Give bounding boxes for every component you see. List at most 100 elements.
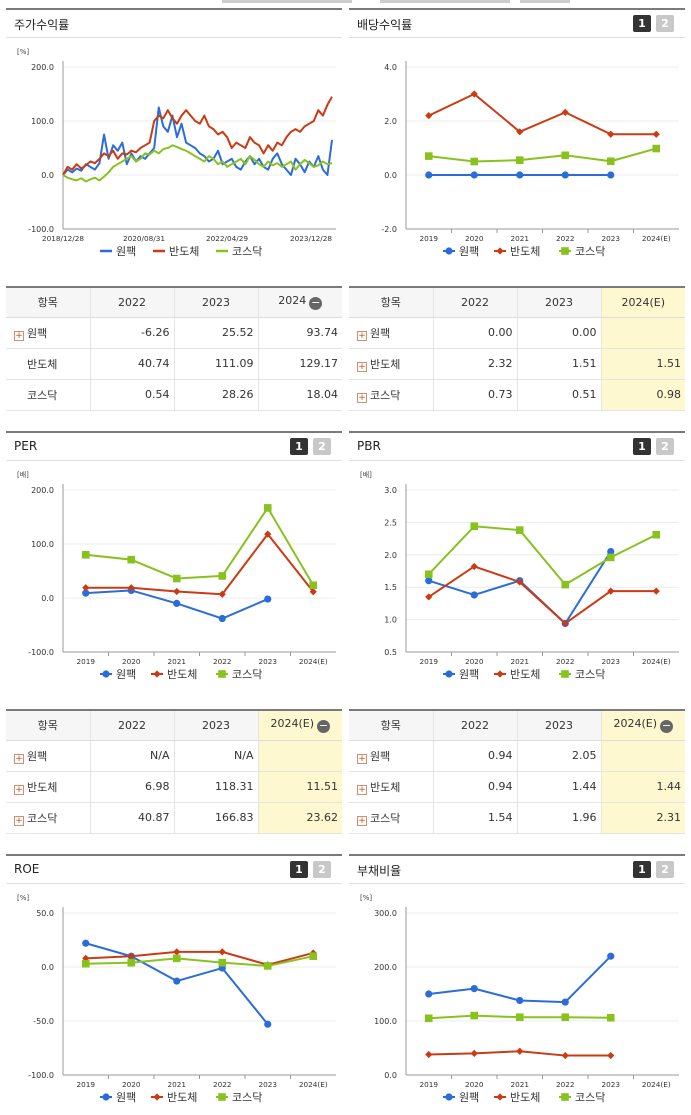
header-label: 2023 — [545, 295, 573, 309]
table-row: 코스닥 0.54 28.26 18.04 — [6, 379, 342, 411]
view-2-button[interactable]: 2 — [656, 15, 674, 32]
y-tick-label: -100.0 — [28, 225, 54, 234]
cell-value: 코스닥 — [370, 811, 401, 825]
p1-panel: 배당수익률 1 2 4.0 2.0 0.0 -2.0 2019 2020 2021 2022 2023… — [349, 8, 685, 266]
data-point — [561, 580, 570, 589]
expand-icon[interactable]: + — [357, 753, 367, 764]
header-label: 항목 — [37, 296, 58, 310]
y-tick-label: 100.0 — [374, 1017, 397, 1026]
y-tick-label: 0.0 — [384, 171, 397, 180]
view-1-button[interactable]: 1 — [633, 861, 651, 878]
table-cell: 1.44 — [516, 771, 601, 803]
data-point — [652, 130, 660, 138]
header-label: 2023 — [545, 718, 573, 732]
x-tick-label: 2019 — [419, 657, 438, 666]
data-point — [561, 1013, 570, 1022]
cell-value: 0.51 — [572, 388, 597, 401]
data-point — [607, 952, 615, 960]
table-row: 반도체 40.74 111.09 129.17 — [6, 348, 342, 380]
x-tick-label: 2020 — [465, 657, 484, 666]
table-cell: 118.31 — [173, 771, 258, 803]
x-tick-label: 2021 — [167, 657, 186, 666]
expand-icon[interactable]: + — [14, 815, 24, 826]
table-cell: 0.00 — [432, 317, 517, 349]
expand-icon[interactable]: + — [357, 392, 367, 403]
view-2-button[interactable]: 2 — [656, 438, 674, 455]
view-1-button[interactable]: 1 — [633, 438, 651, 455]
chart-svg: [%]300.0 200.0 100.0 0.0 2019 2020 2021 2022 202… — [360, 894, 679, 1104]
cell-value: 23.62 — [306, 811, 339, 824]
row-label: + 반도체 — [349, 771, 433, 803]
table-cell: 0.73 — [432, 379, 517, 411]
collapse-icon[interactable]: − — [309, 296, 323, 311]
cell-value: 반도체 — [370, 780, 401, 794]
x-tick-label: 2022 — [556, 234, 575, 243]
expand-icon[interactable]: + — [357, 330, 367, 341]
cell-value: -6.26 — [141, 326, 170, 339]
collapse-icon[interactable]: − — [317, 719, 331, 734]
column-header: 2024(E) − — [600, 711, 685, 741]
cell-value: 코스닥 — [27, 811, 58, 825]
data-point — [516, 171, 524, 179]
cell-value: 0.98 — [656, 388, 682, 401]
expand-icon[interactable]: + — [357, 815, 367, 826]
table-cell: 0.51 — [516, 379, 601, 411]
cell-value: 129.17 — [299, 357, 339, 370]
column-header: 항목 — [6, 711, 90, 741]
legend-marker — [496, 1093, 504, 1101]
view-2-button[interactable]: 2 — [656, 861, 674, 878]
legend-label: 코스닥 — [232, 1091, 262, 1104]
cell-value: 0.00 — [572, 326, 597, 339]
table-cell: 40.87 — [89, 802, 174, 834]
table-cell: 1.96 — [516, 802, 601, 834]
legend-label: 코스닥 — [232, 245, 262, 258]
cell-value: 0.54 — [145, 388, 170, 401]
header-label: 항목 — [37, 719, 58, 733]
table-cell — [600, 740, 685, 772]
cell-value: 0.94 — [488, 780, 513, 793]
data-point — [424, 570, 433, 579]
y-tick-label: 0.5 — [384, 648, 397, 657]
data-point — [470, 157, 479, 166]
expand-icon[interactable]: + — [14, 330, 24, 341]
data-point — [172, 954, 181, 963]
legend-marker — [561, 247, 569, 255]
view-1-button[interactable]: 1 — [633, 15, 651, 32]
data-point — [470, 171, 478, 179]
x-tick-label: 2021 — [167, 1080, 186, 1089]
series-line-1 — [85, 950, 314, 966]
x-tick-label: 2020 — [465, 1080, 484, 1089]
table-row: + 반도체 6.98 118.31 11.51 — [6, 771, 342, 803]
table-cell — [600, 317, 685, 349]
data-point — [173, 977, 181, 985]
collapse-icon[interactable]: − — [660, 719, 674, 734]
column-header: 2023 — [516, 711, 601, 741]
view-1-button[interactable]: 1 — [290, 438, 308, 455]
data-point — [607, 1051, 615, 1060]
x-tick-label: 2020 — [122, 1080, 141, 1089]
cell-value: 0.73 — [488, 388, 513, 401]
view-1-button[interactable]: 1 — [290, 861, 308, 878]
table-cell: 111.09 — [173, 348, 258, 380]
legend-marker — [445, 247, 453, 255]
table-cell: 1.44 — [600, 771, 685, 803]
legend-label: 원팩 — [459, 245, 479, 258]
view-2-button[interactable]: 2 — [313, 861, 331, 878]
header-label: 2024(E) — [621, 295, 666, 309]
expand-icon[interactable]: + — [357, 361, 367, 372]
p3-panel: PBR 1 2 [배] 3.0 2.5 2.0 1.5 1.0 0.5 2019 2020 2021 20… — [349, 431, 685, 689]
data-point — [264, 530, 272, 538]
expand-icon[interactable]: + — [357, 784, 367, 795]
cell-value: 2.32 — [488, 357, 513, 370]
data-point — [652, 530, 661, 539]
expand-icon[interactable]: + — [14, 784, 24, 795]
view-2-button[interactable]: 2 — [313, 438, 331, 455]
table-cell: 1.51 — [600, 348, 685, 380]
table-row: + 코스닥 0.73 0.51 0.98 — [349, 379, 685, 411]
data-point — [652, 144, 661, 153]
cell-value: 원팩 — [27, 749, 48, 763]
legend-marker — [496, 247, 504, 255]
data-point — [82, 589, 90, 597]
expand-icon[interactable]: + — [14, 753, 24, 764]
panel-title: PER — [14, 439, 38, 453]
